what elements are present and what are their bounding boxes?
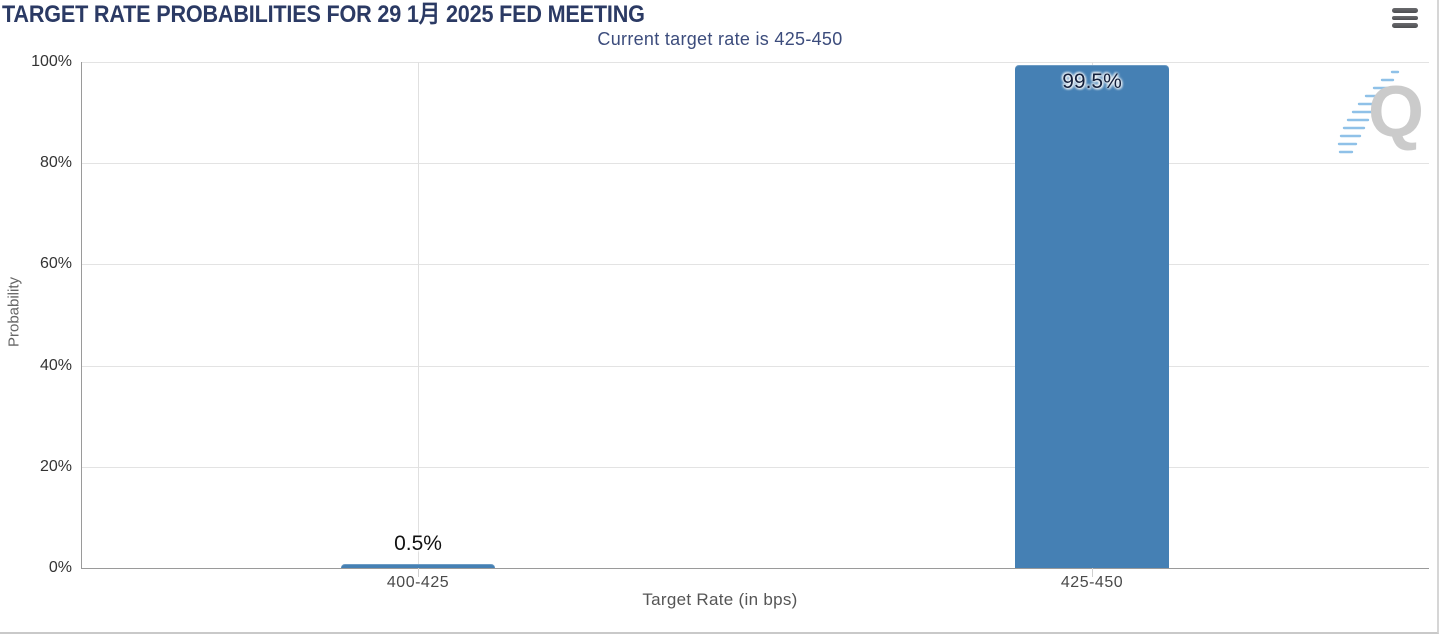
x-axis-line (81, 568, 1429, 569)
y-tick-label: 0% (48, 559, 72, 576)
bar-425-450[interactable] (1015, 64, 1169, 568)
y-tick-label: 20% (39, 457, 72, 475)
gridline-40 (81, 365, 1429, 367)
gridline-80 (81, 163, 1429, 165)
y-axis-line (81, 62, 82, 568)
y-tick-label: 60% (39, 255, 72, 273)
x-axis-title: Target Rate (in bps) (642, 590, 798, 609)
menu-bar-line (1392, 8, 1418, 13)
y-tick-label: 40% (39, 356, 72, 374)
x-tick (418, 568, 419, 577)
gridline-20 (81, 466, 1429, 468)
chart-subtitle: Current target rate is 425-450 (597, 29, 843, 49)
gridline-cat-1 (418, 62, 419, 568)
gridline-100 (81, 62, 1429, 63)
x-category-label: 425-450 (1060, 574, 1124, 591)
bar-value-label: 99.5% (1062, 70, 1122, 93)
y-tick-label: 80% (39, 154, 72, 172)
gridline-60 (81, 264, 1429, 266)
x-tick (1092, 568, 1093, 577)
bar-400-425[interactable] (341, 564, 495, 568)
hamburger-menu-icon[interactable] (1388, 4, 1424, 32)
menu-bar-line (1392, 23, 1418, 28)
menu-bar-line (1392, 15, 1418, 21)
plot-area: 100% 80% 60% 40% 20% 0% 0.5% 99.5% 400-4… (31, 53, 1429, 591)
page-title: TARGET RATE PROBABILITIES FOR 29 1月 2025… (2, 1, 645, 28)
bar-value-label: 0.5% (394, 532, 442, 555)
y-axis-title: Probability (5, 276, 23, 348)
x-category-label: 400-425 (386, 574, 450, 591)
y-tick-label: 100% (31, 53, 72, 70)
